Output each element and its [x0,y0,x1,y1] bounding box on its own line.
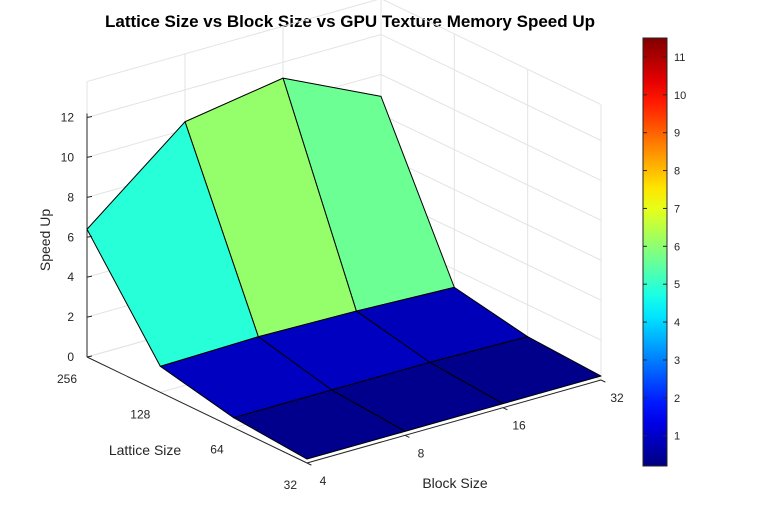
y-axis-label: Lattice Size [109,442,182,458]
grid-line [86,0,602,106]
chart-title: Lattice Size vs Block Size vs GPU Textur… [104,12,596,31]
x-tick-mark [306,462,312,466]
z-tick-label: 0 [67,350,74,364]
z-tick-mark [86,195,93,198]
x-tick-mark [600,379,606,383]
colorbar: 1 2 3 4 5 6 7 8 9 10 11 [642,37,686,467]
grid-line [86,33,602,141]
colorbar-tick-label: 1 [674,431,680,443]
x-tick-label: 32 [610,391,624,405]
surface-patches [86,77,602,460]
z-tick-label: 12 [61,111,75,125]
colorbar-tick-label: 4 [674,317,680,329]
z-tick-mark [86,155,93,158]
z-tick-mark [86,116,93,118]
x-axis-line [306,379,602,464]
z-tick-mark [86,235,93,238]
colorbar-tick-label: 5 [674,279,680,291]
x-tick-label: 4 [320,474,327,488]
colorbar-tick-label: 10 [674,90,686,102]
z-tick-label: 2 [67,310,74,324]
colorbar-tick-label: 9 [674,128,680,140]
axis-ticks: 4 8 16 32 32 64 128 256 0 2 4 6 8 10 12 [57,111,624,493]
colorbar-tick-label: 8 [674,166,680,178]
y-tick-label: 32 [284,478,298,492]
colorbar-bar [642,37,668,467]
z-tick-label: 8 [67,190,74,204]
x-axis-label: Block Size [422,475,488,491]
axis-labels: Block Size Lattice Size Speed Up [37,209,488,491]
x-tick-mark [502,407,508,411]
x-tick-label: 16 [512,419,526,433]
z-tick-label: 6 [67,230,74,244]
z-tick-mark [86,315,93,318]
surface-patch [233,389,406,460]
x-tick-mark [404,434,410,438]
y-tick-label: 64 [210,443,224,457]
colorbar-tick-label: 2 [674,393,680,405]
y-axis-line [86,356,308,464]
y-tick-label: 256 [57,372,77,386]
z-axis-label: Speed Up [37,209,53,271]
x-tick-label: 8 [418,446,425,460]
colorbar-tick-label: 6 [674,241,680,253]
colorbar-tick-label: 11 [674,52,685,64]
colorbar-tick-label: 7 [674,203,680,215]
y-tick-label: 128 [130,407,150,421]
z-tick-label: 10 [61,150,75,164]
z-tick-mark [86,355,93,358]
z-tick-mark [86,275,93,278]
z-tick-label: 4 [67,270,74,284]
colorbar-tick-label: 3 [674,355,680,367]
